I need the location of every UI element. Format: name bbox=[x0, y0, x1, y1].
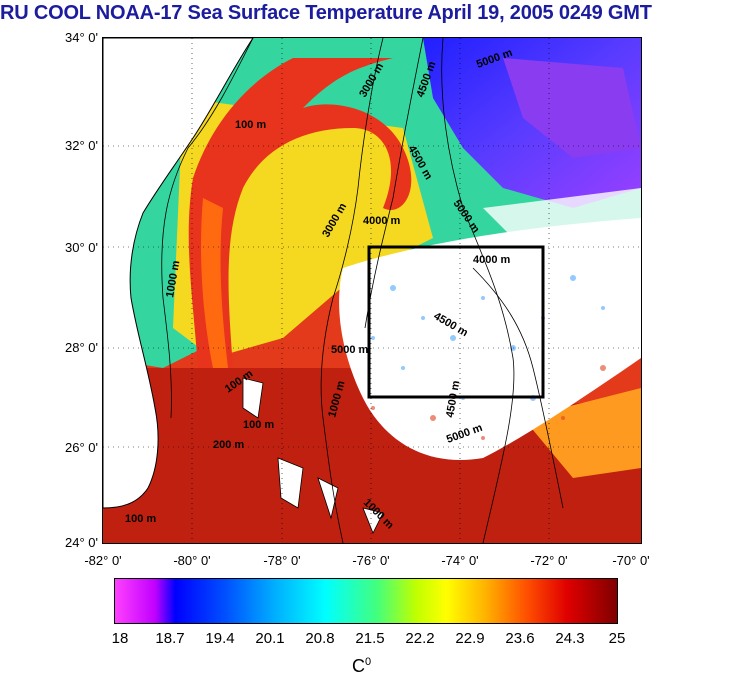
colorbar-tick-label: 18 bbox=[111, 630, 129, 647]
lon-label-80: -80° 0' bbox=[173, 553, 211, 568]
lon-label-82: -82° 0' bbox=[84, 553, 122, 568]
colorbar-tick-label: 25 bbox=[608, 630, 626, 647]
land-mass bbox=[103, 38, 254, 509]
contour-label: 100 m bbox=[235, 119, 266, 131]
lon-label-76: -76° 0' bbox=[352, 553, 390, 568]
lon-label-78: -78° 0' bbox=[263, 553, 301, 568]
lat-label-32: 32° 0' bbox=[65, 138, 98, 153]
colorbar-tick-label: 18.7 bbox=[155, 630, 185, 647]
colorbar-tick-label: 23.6 bbox=[505, 630, 535, 647]
contour-label: 4000 m bbox=[363, 215, 401, 227]
bahamas-islands bbox=[242, 377, 384, 534]
colorbar-tick-label: 22.2 bbox=[405, 630, 435, 647]
contour-label: 100 m bbox=[125, 513, 156, 525]
lon-label-72: -72° 0' bbox=[530, 553, 568, 568]
colorbar-unit: C0 bbox=[352, 656, 371, 677]
lon-label-74: -74° 0' bbox=[441, 553, 479, 568]
page-title: RU COOL NOAA-17 Sea Surface Temperature … bbox=[0, 2, 652, 24]
contour-label: 4000 m bbox=[473, 254, 511, 266]
contour-label: 100 m bbox=[243, 419, 274, 431]
unit-superscript: 0 bbox=[365, 656, 372, 668]
bathymetry-contours bbox=[161, 38, 564, 543]
contour-label: 5000 m bbox=[331, 344, 369, 356]
lat-label-30: 30° 0' bbox=[65, 240, 98, 255]
lat-label-24: 24° 0' bbox=[65, 535, 98, 550]
lat-label-26: 26° 0' bbox=[65, 440, 98, 455]
lon-label-70: -70° 0' bbox=[612, 553, 650, 568]
study-region-box bbox=[367, 245, 545, 399]
colorbar-tick-label: 20.1 bbox=[255, 630, 285, 647]
unit-letter: C bbox=[352, 656, 365, 676]
colorbar-tick-label: 22.9 bbox=[455, 630, 485, 647]
sst-field bbox=[103, 38, 641, 543]
colorbar-tick-label: 21.5 bbox=[355, 630, 385, 647]
colorbar-tick-label: 24.3 bbox=[555, 630, 585, 647]
colorbar-tick-label: 20.8 bbox=[305, 630, 335, 647]
graticule bbox=[103, 38, 641, 543]
lat-label-28: 28° 0' bbox=[65, 340, 98, 355]
contour-label: 200 m bbox=[213, 439, 244, 451]
colorbar-tick-label: 19.4 bbox=[205, 630, 235, 647]
sst-map: 100 m 1000 m 3000 m 4000 m 4500 m 5000 m… bbox=[102, 37, 642, 544]
lat-label-34: 34° 0' bbox=[65, 30, 98, 45]
colorbar bbox=[114, 578, 618, 624]
